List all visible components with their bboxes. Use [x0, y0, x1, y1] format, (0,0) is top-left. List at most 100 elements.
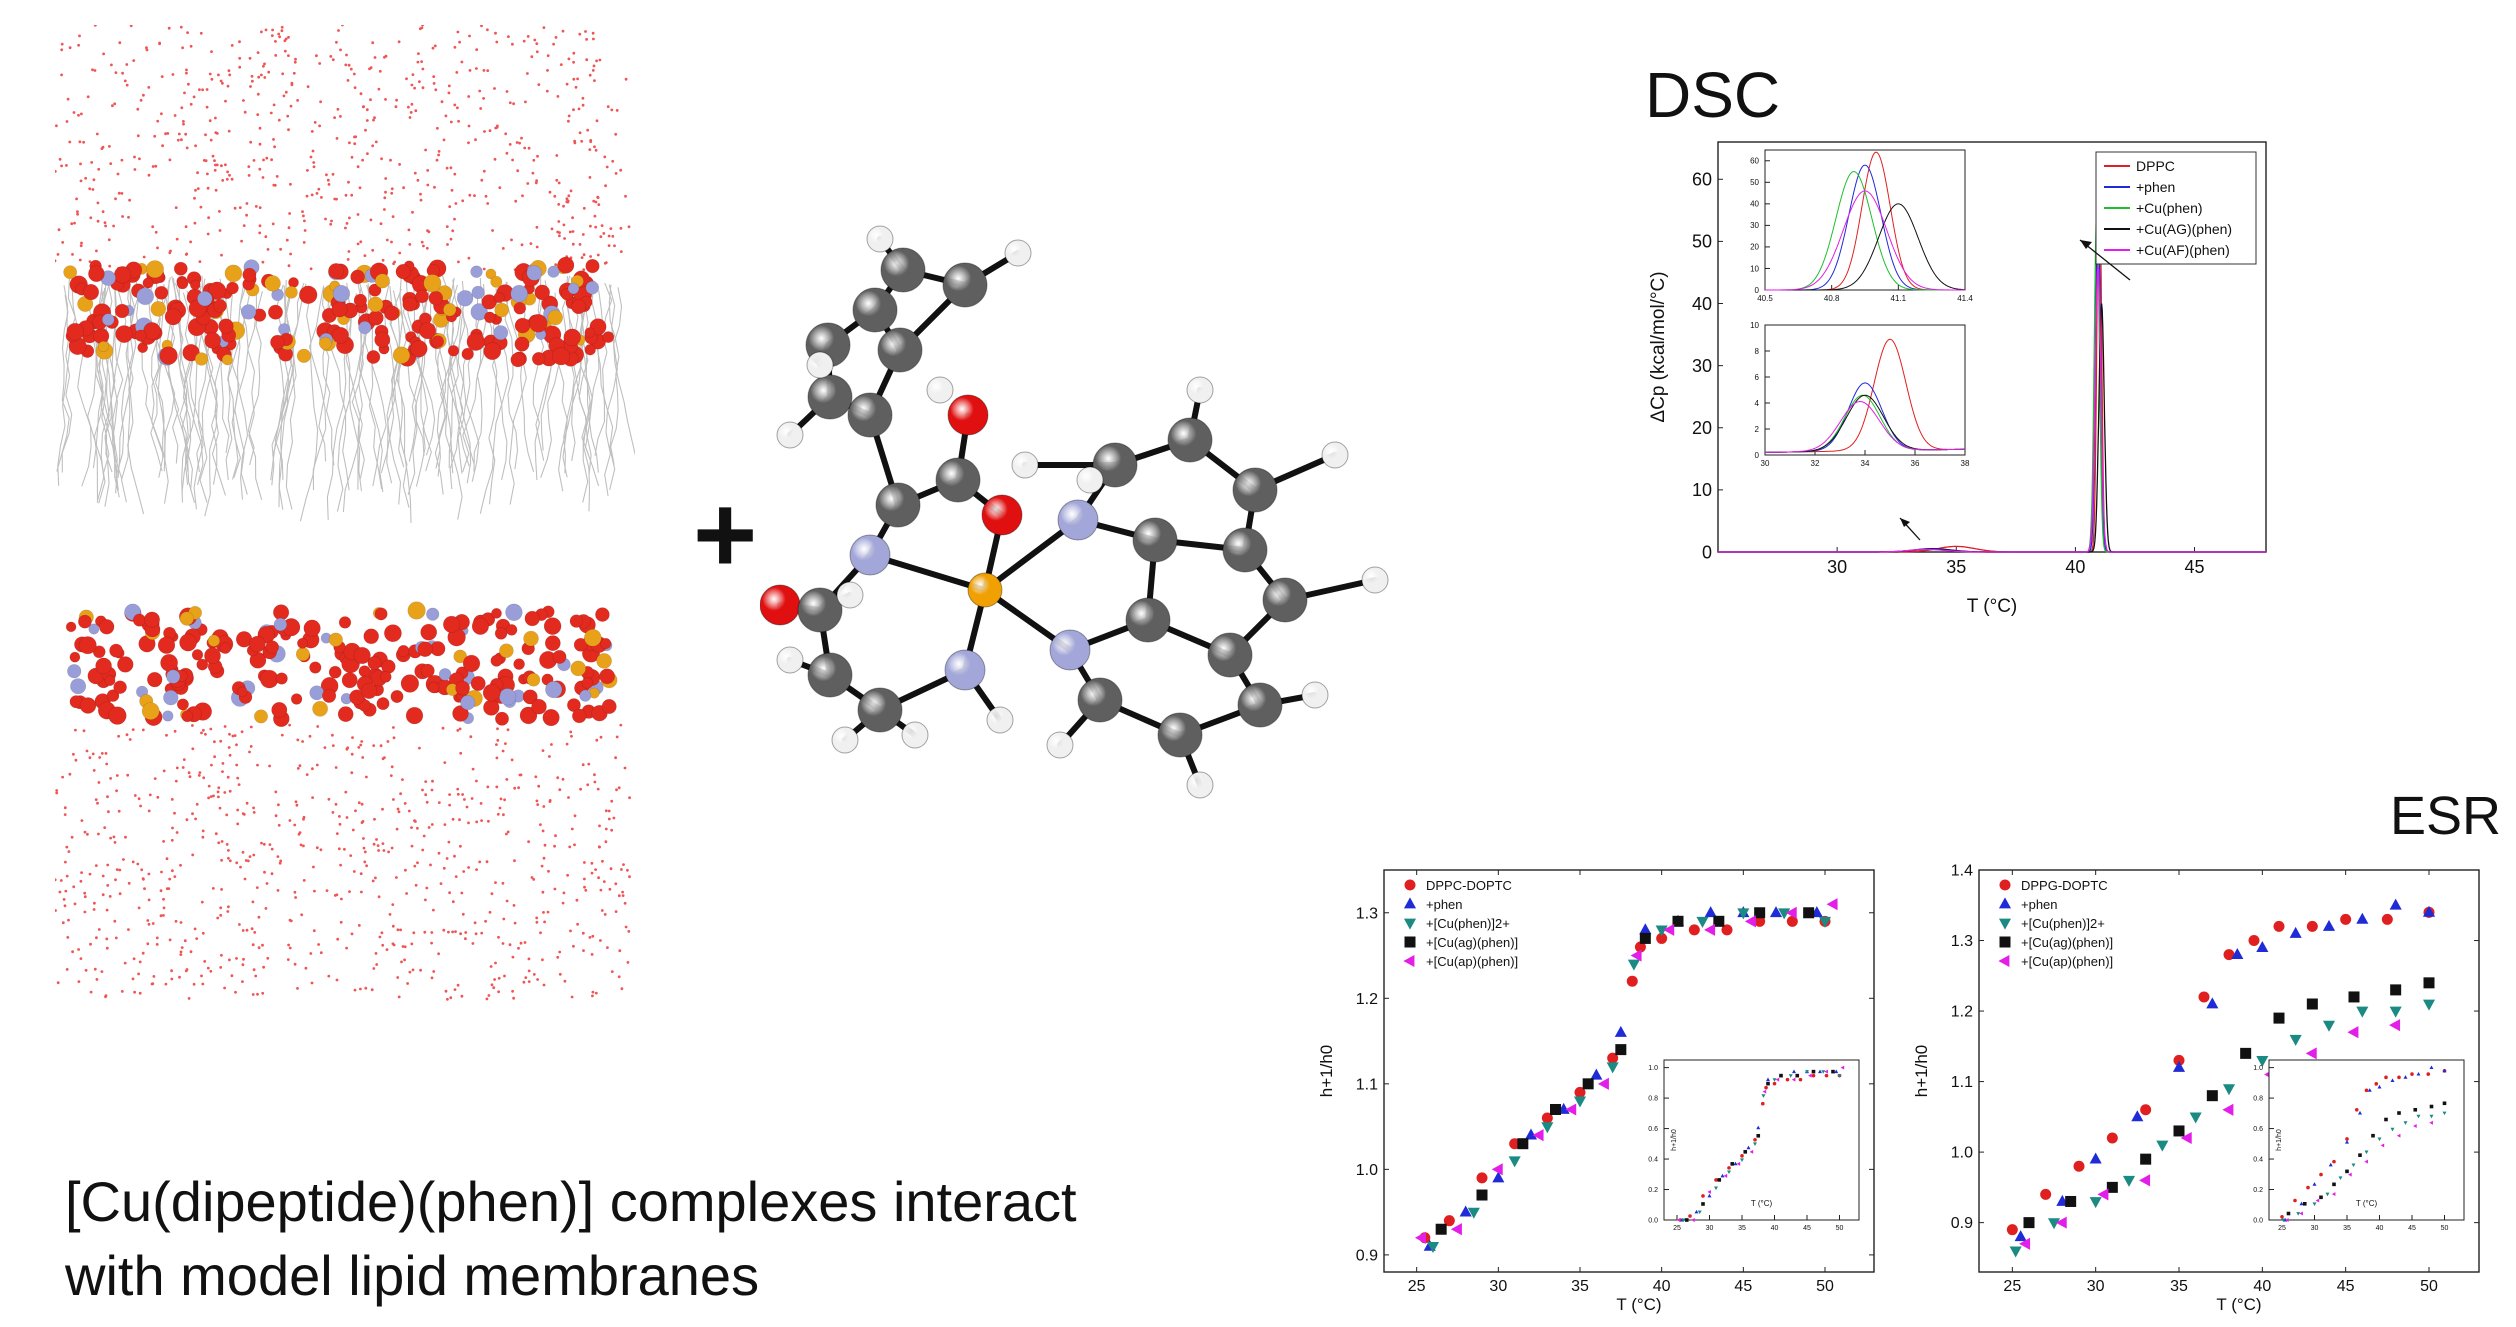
- esr-dppg-y-tick-label: 1.0: [1951, 1145, 1973, 1162]
- esr-dppg-point: [2322, 919, 2336, 931]
- esr-dppc-inset-point: [1756, 1125, 1761, 1130]
- esr-dppc-inset-point: [1749, 1149, 1754, 1154]
- esr-dppc-point: [1704, 923, 1716, 936]
- carbon-atom: [1207, 632, 1253, 678]
- dsc-arrow-main: [2079, 239, 2131, 281]
- esr-dppg-inset-point: [2377, 1137, 2382, 1142]
- esr-dppg-point: [2180, 1131, 2192, 1145]
- dsc-arrow-pre-head: [1900, 518, 1910, 527]
- esr-dppg-point: [2009, 1246, 2022, 1258]
- esr-dppc-y-tick-label: 1.2: [1356, 991, 1378, 1008]
- dsc-inset-pre-y-tick-label: 4: [1755, 399, 1760, 408]
- esr-dppc-x-axis-label: T (°C): [1616, 1295, 1661, 1314]
- esr-dppg-inset-point: [2299, 1211, 2303, 1216]
- dsc-x-tick-label: 35: [1946, 557, 1966, 577]
- esr-dppc-point: [1414, 1231, 1426, 1244]
- esr-dppc-point: [1491, 1163, 1503, 1176]
- esr-dppg-legend-marker: [1999, 879, 2011, 891]
- esr-dppc-y-tick-label: 1.3: [1356, 905, 1378, 922]
- hydrogen-atom: [866, 225, 894, 253]
- esr-dppc-inset-point: [1779, 1073, 1783, 1078]
- water-molecules: [55, 25, 631, 1001]
- esr-dppg-inset-x-tick-label: 50: [2441, 1225, 2449, 1232]
- esr-dppc-point: [1663, 923, 1675, 936]
- esr-dppg-point: [2422, 999, 2436, 1011]
- esr-dppc-inset-point: [1753, 1142, 1757, 1146]
- esr-dppc-point: [1737, 908, 1750, 920]
- esr-dppc-point: [1754, 907, 1766, 919]
- upper-headgroups: [63, 256, 615, 368]
- esr-dppc-point: [1639, 932, 1651, 944]
- oxygen-atom: [981, 494, 1023, 536]
- esr-dppc-inset-point: [1840, 1065, 1845, 1070]
- esr-dppc-inset-point: [1740, 1158, 1744, 1163]
- hydrogen-atom: [1301, 681, 1329, 709]
- esr-dppg-y-tick-label: 1.1: [1951, 1074, 1973, 1091]
- esr-dppc-point: [1597, 1077, 1609, 1090]
- carbon-atom: [807, 374, 853, 420]
- esr-dppc-point: [1574, 1086, 1586, 1098]
- hydrogen-atom: [926, 376, 954, 404]
- esr-dppg-point: [2006, 1224, 2018, 1236]
- esr-dppg-inset-x-tick-label: 40: [2376, 1225, 2384, 1232]
- esr-dppg-legend-label: +phen: [2021, 897, 2058, 912]
- esr-dppg-inset-point: [2345, 1140, 2349, 1144]
- esr-dppc-point: [1443, 1215, 1455, 1227]
- esr-dppc-inset-y-tick-label: 0.4: [1648, 1156, 1658, 1163]
- esr-dppc-inset-point: [1681, 1218, 1686, 1223]
- esr-dppg-inset-point: [2413, 1123, 2417, 1128]
- esr-dppc-point: [1590, 1068, 1603, 1080]
- esr-dppc-point: [1713, 915, 1725, 927]
- esr-dppc-inset-point: [1727, 1166, 1731, 1170]
- dsc-y-tick-label: 0: [1702, 542, 1712, 562]
- esr-dppc-point: [1803, 907, 1815, 919]
- esr-dppc-point: [1450, 1223, 1462, 1236]
- dsc-inset-pre-series-5: [1765, 400, 1965, 453]
- carbon-atom: [1232, 467, 1278, 513]
- esr-dppg-point: [2248, 935, 2260, 947]
- esr-dppg-point: [2390, 984, 2402, 996]
- esr-dppg-inset-point: [2429, 1120, 2433, 1125]
- esr-dppc-inset-point: [1714, 1186, 1718, 1191]
- esr-dppc-inset-point: [1788, 1074, 1793, 1078]
- esr-dppc-inset-point: [1730, 1162, 1735, 1166]
- esr-dppc-point: [1639, 923, 1652, 935]
- esr-dppg-inset-point: [2413, 1107, 2418, 1112]
- esr-dppc-legend-marker: [1403, 918, 1417, 930]
- esr-dppc-inset-x-tick-label: 50: [1836, 1225, 1844, 1232]
- esr-dppc-point: [1573, 1096, 1587, 1108]
- esr-dppc-x-tick-label: 25: [1408, 1278, 1426, 1295]
- esr-dppc-inset-point: [1798, 1077, 1803, 1082]
- hydrogen-atom: [831, 726, 859, 754]
- esr-dppg-point: [2222, 1084, 2236, 1096]
- esr-dppg-point: [2065, 1195, 2077, 1207]
- esr-dppg-inset-point: [2429, 1114, 2434, 1119]
- esr-dppg-inset-point: [2358, 1110, 2362, 1115]
- esr-dppg-inset-point: [2410, 1072, 2414, 1076]
- dsc-inset-pre-x-tick-label: 38: [1961, 459, 1970, 468]
- esr-dppc-point: [1541, 1112, 1553, 1124]
- esr-dppg-point: [2131, 1110, 2144, 1122]
- dsc-inset-main-y-tick-label: 10: [1750, 264, 1759, 273]
- esr-dppc-inset-point: [1792, 1069, 1796, 1074]
- esr-dppg-inset-point: [2293, 1198, 2297, 1203]
- dsc-inset-main-frame: [1764, 149, 1966, 291]
- dsc-y-tick-label: 30: [1692, 356, 1712, 376]
- esr-dppc-inset-point: [1701, 1194, 1705, 1198]
- esr-dppg-inset-point: [2299, 1201, 2304, 1206]
- esr-dppc-inset-point: [1727, 1170, 1731, 1175]
- esr-dppg-point: [2256, 940, 2269, 952]
- dsc-inset-pre-x-tick-label: 36: [1911, 459, 1920, 468]
- carbon-atom: [1125, 597, 1171, 643]
- esr-dppg-inset-point: [2319, 1172, 2323, 1177]
- esr-dppg-inset-point: [2315, 1198, 2320, 1203]
- esr-dppg-inset-point: [2281, 1218, 2286, 1223]
- esr-dppc-y-tick-label: 1.0: [1356, 1162, 1378, 1179]
- esr-dppc-inset-x-tick-label: 30: [1706, 1225, 1714, 1232]
- dsc-inset-pre-y-tick-label: 0: [1755, 451, 1760, 460]
- esr-dppc-legend-label: +[Cu(ap)(phen)]: [1426, 954, 1518, 969]
- carbon-atom: [875, 482, 921, 528]
- esr-dppg-inset-x-tick-label: 30: [2311, 1225, 2319, 1232]
- esr-dppg-point: [2139, 1174, 2151, 1187]
- hydrogen-atom: [901, 721, 929, 749]
